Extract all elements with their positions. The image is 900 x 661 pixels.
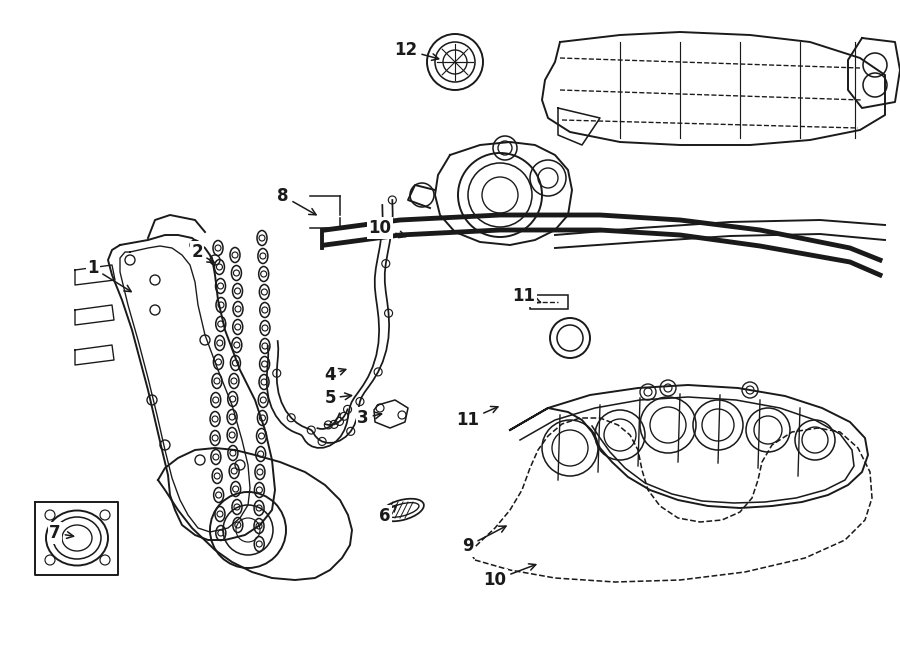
Text: 8: 8 [277,187,316,215]
Text: 2: 2 [191,243,214,262]
Text: 5: 5 [324,389,352,407]
Text: 1: 1 [87,259,131,292]
Polygon shape [558,108,600,145]
Polygon shape [848,38,900,108]
Circle shape [427,34,483,90]
Polygon shape [435,142,572,245]
Text: 12: 12 [394,41,438,60]
Text: 10: 10 [368,219,406,238]
Text: 3: 3 [357,409,382,427]
Ellipse shape [380,498,424,522]
Text: 6: 6 [379,505,397,525]
Text: 11: 11 [512,287,541,305]
Text: 10: 10 [483,564,536,589]
Text: 4: 4 [324,366,346,384]
Polygon shape [158,448,352,580]
Text: 9: 9 [463,526,506,555]
Polygon shape [374,400,408,428]
Bar [530,295,568,309]
Polygon shape [35,502,118,575]
Text: 7: 7 [50,524,74,542]
Polygon shape [108,235,275,540]
Polygon shape [542,32,885,145]
Polygon shape [510,385,868,508]
Text: 11: 11 [456,407,498,429]
